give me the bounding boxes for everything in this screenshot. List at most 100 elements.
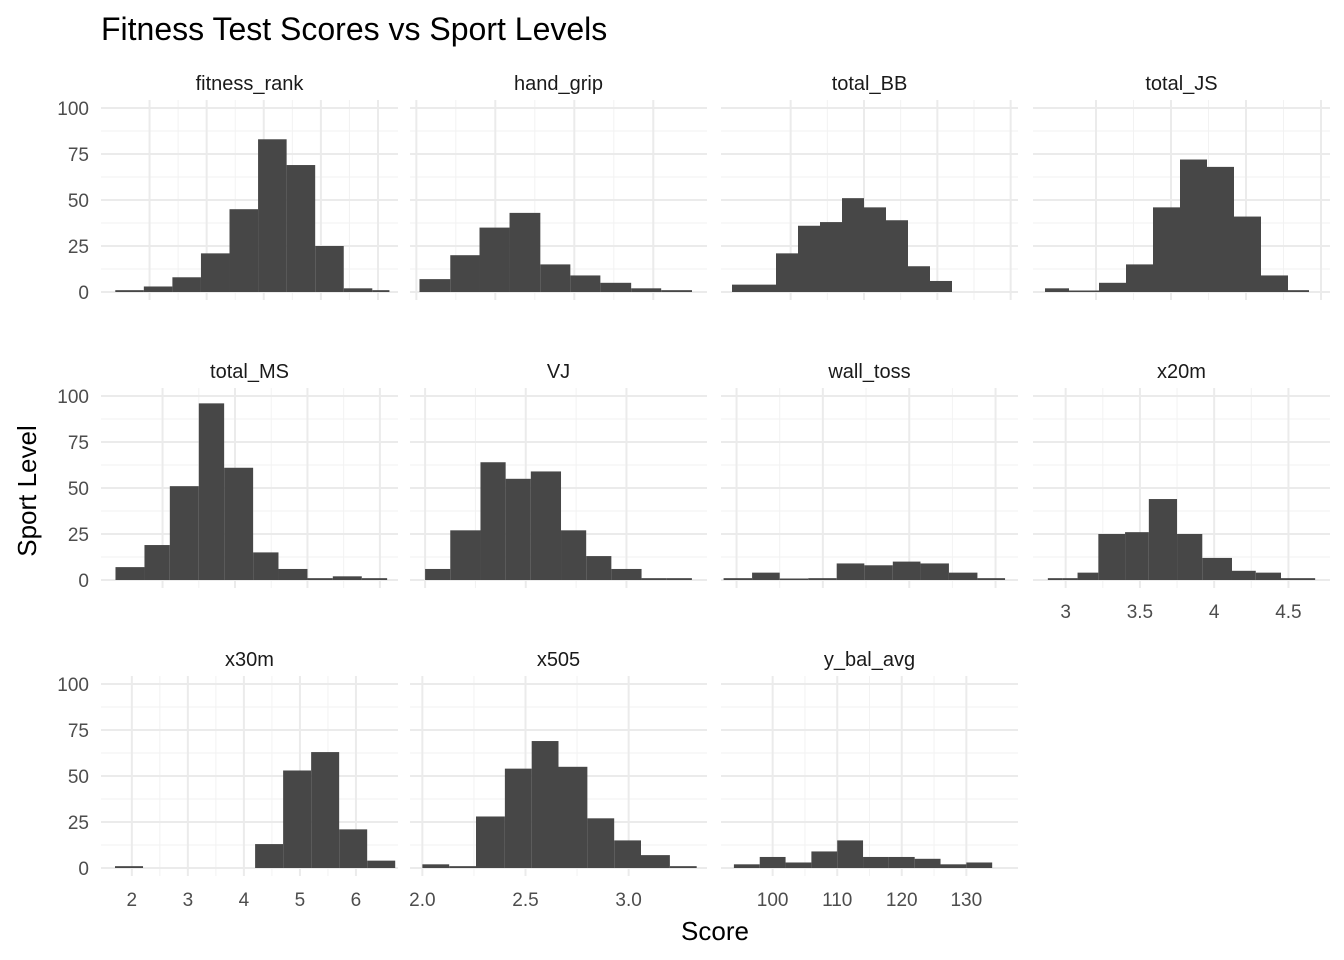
- histogram-bar: [888, 856, 915, 868]
- y-tick-label: 100: [57, 387, 89, 408]
- histogram-bar: [311, 752, 340, 868]
- x-tick-label: 3.5: [1127, 602, 1153, 623]
- histogram-bar: [836, 563, 865, 580]
- histogram-bar: [908, 266, 930, 292]
- histogram-bar: [669, 866, 697, 868]
- x-tick-label: 3.0: [615, 890, 641, 911]
- facet-title: hand_grip: [514, 73, 603, 95]
- x-tick-label: 110: [822, 890, 852, 911]
- histogram-bar: [977, 578, 1006, 580]
- y-tick-label: 100: [57, 99, 89, 120]
- histogram-bar: [253, 552, 279, 580]
- histogram-bar: [115, 290, 144, 292]
- facet-panel-y_bal_avg: y_bal_avg 100 110 120 130: [721, 649, 1018, 911]
- chart-title: Fitness Test Scores vs Sport Levels: [101, 11, 607, 47]
- x-tick-label: 4: [1209, 602, 1220, 623]
- histogram-bar: [343, 288, 373, 292]
- histogram-bar: [530, 471, 562, 580]
- histogram-bar: [315, 246, 344, 292]
- histogram-bar: [631, 288, 662, 292]
- histogram-bar: [367, 860, 396, 868]
- histogram-bar: [1148, 499, 1178, 580]
- histogram-bar: [283, 770, 312, 868]
- x-tick-label: 6: [351, 890, 362, 911]
- histogram-bar: [422, 864, 450, 868]
- histogram-bar: [1045, 288, 1069, 292]
- histogram-bar: [450, 530, 481, 580]
- facet-title: total_JS: [1145, 73, 1217, 95]
- histogram-bar: [307, 578, 333, 580]
- histogram-bar: [892, 561, 921, 580]
- histogram-bar: [425, 568, 451, 580]
- facet-title: total_BB: [832, 73, 908, 95]
- histogram-bar: [172, 277, 201, 292]
- x-tick-label: 2.0: [409, 890, 435, 911]
- histogram-bar: [1231, 570, 1256, 580]
- histogram-bar: [200, 253, 230, 292]
- histogram-bar: [229, 209, 259, 292]
- histogram-bar: [1180, 159, 1207, 292]
- histogram-bar: [587, 818, 615, 868]
- histogram-bar: [278, 568, 308, 580]
- histogram-bar: [864, 565, 893, 580]
- histogram-bar: [255, 844, 284, 868]
- histogram-bar: [611, 568, 642, 580]
- histogram-bar: [450, 255, 480, 292]
- histogram-bar: [641, 855, 670, 868]
- histogram-bar: [842, 198, 864, 292]
- y-tick-label: 75: [68, 721, 89, 742]
- facet-panel-total_MS: total_MS 0 25 50 75 100: [57, 361, 398, 592]
- facet-panel-wall_toss: wall_toss: [721, 361, 1018, 588]
- y-tick-label: 75: [68, 145, 89, 166]
- facet-panel-x30m: x30m 2 3 4 5 6 0 25 50 75 100: [57, 649, 398, 911]
- facet-panel-hand_grip: hand_grip: [410, 73, 707, 300]
- histogram-bar: [1207, 166, 1234, 292]
- facet-title: VJ: [547, 361, 570, 383]
- histogram-bar: [115, 866, 144, 868]
- histogram-bar: [863, 856, 889, 868]
- histogram-bar: [1062, 578, 1078, 580]
- histogram-bar: [1153, 207, 1180, 292]
- histogram-bar: [754, 284, 776, 292]
- x-tick-label: 120: [886, 890, 918, 911]
- histogram-bar: [224, 467, 254, 580]
- x-tick-label: 3: [183, 890, 194, 911]
- x-tick-label: 2.5: [512, 890, 538, 911]
- histogram-bar: [1125, 532, 1149, 580]
- histogram-bar: [940, 864, 967, 868]
- histogram-bar: [820, 222, 842, 292]
- histogram-bar: [1069, 290, 1099, 292]
- histogram-bar: [286, 165, 316, 292]
- histogram-bar: [144, 545, 170, 580]
- histogram-bar: [586, 556, 612, 580]
- y-tick-label: 25: [68, 525, 89, 546]
- histogram-bar: [661, 290, 692, 292]
- x-tick-label: 5: [295, 890, 306, 911]
- histogram-bar: [752, 572, 780, 580]
- histogram-bar: [1202, 557, 1232, 580]
- histogram-bar: [864, 207, 886, 292]
- facet-panel-x20m: x20m 3 3.5 4 4.5: [1033, 361, 1330, 623]
- histogram-bar: [948, 572, 978, 580]
- histogram-bar: [614, 840, 641, 868]
- facet-title: x30m: [225, 649, 274, 671]
- x-tick-label: 3: [1060, 602, 1071, 623]
- histogram-bar: [886, 220, 908, 292]
- histogram-bar: [504, 768, 532, 868]
- histogram-bar: [1255, 572, 1281, 580]
- histogram-bar: [361, 578, 388, 580]
- y-tick-label: 0: [78, 571, 89, 592]
- histogram-bar: [198, 403, 225, 580]
- facet-panel-total_JS: total_JS: [1033, 73, 1330, 300]
- x-tick-label: 4.5: [1275, 602, 1301, 623]
- y-tick-label: 50: [68, 191, 89, 212]
- histogram-bar: [332, 576, 362, 580]
- histogram-bar: [1177, 534, 1203, 580]
- histogram-bar: [372, 290, 390, 292]
- histogram-bar: [600, 282, 632, 292]
- histogram-bar: [1047, 578, 1063, 580]
- facet-title: x20m: [1157, 361, 1206, 383]
- histogram-bar: [966, 862, 993, 868]
- histogram-bar: [798, 225, 820, 292]
